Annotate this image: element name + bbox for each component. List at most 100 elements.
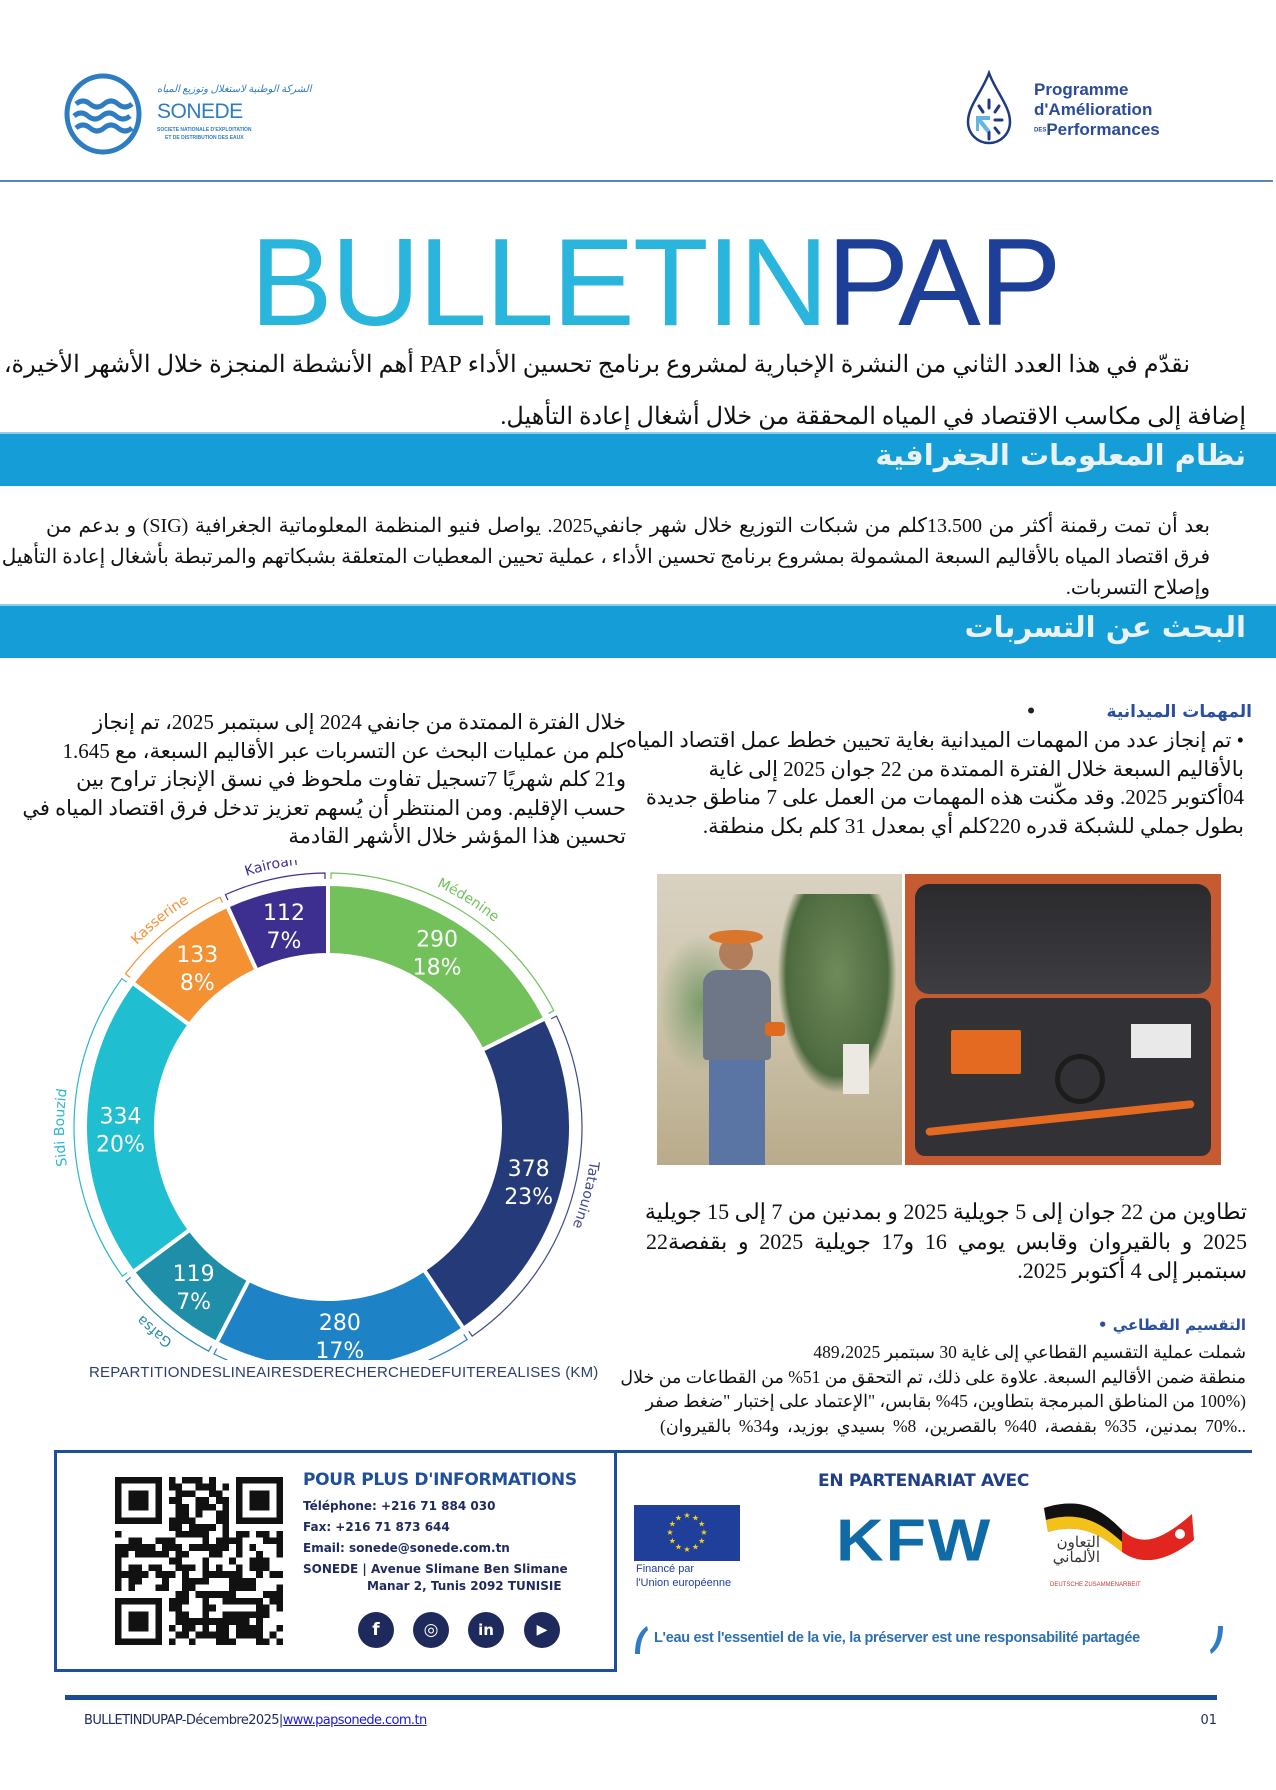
- qr-module: [276, 1537, 283, 1545]
- qr-module: [215, 1497, 223, 1504]
- qr-module: [188, 1477, 196, 1484]
- contact-fax: Fax: +216 71 873 644: [303, 1520, 450, 1534]
- qr-module: [276, 1530, 283, 1538]
- qr-module: [175, 1530, 183, 1538]
- eu-star-icon: ★: [692, 1513, 699, 1522]
- eu-star-icon: ★: [675, 1513, 682, 1522]
- qr-module: [195, 1497, 203, 1504]
- qr-module: [276, 1584, 283, 1592]
- field-missions-line: بالأقاليم السبعة خلال الفترة الممتدة من …: [708, 756, 1244, 781]
- qr-module: [242, 1618, 250, 1625]
- qr-module: [162, 1577, 169, 1585]
- page-title: BULLETINPAP: [250, 218, 1062, 348]
- region-label: Sidi Bouzid: [52, 1087, 71, 1167]
- facebook-icon[interactable]: f: [358, 1612, 394, 1648]
- leak-summary-line: خلال الفترة الممتدة من جانفي 2024 إلى سب…: [93, 710, 626, 734]
- eu-star-icon: ★: [675, 1543, 682, 1552]
- pap-logo: Programme d'Amélioration DESPerformances: [964, 70, 1194, 150]
- qr-module: [262, 1530, 270, 1538]
- qr-module: [148, 1550, 156, 1558]
- qr-module: [209, 1571, 216, 1578]
- youtube-icon[interactable]: ▶: [524, 1612, 560, 1648]
- footer-separator: |: [278, 1713, 283, 1728]
- qr-module: [262, 1611, 270, 1619]
- qr-module: [209, 1524, 216, 1531]
- qr-module: [182, 1564, 189, 1572]
- qr-module: [188, 1584, 196, 1592]
- qr-module: [188, 1490, 196, 1498]
- sectoring-line: شملت عملية التقسيم القطاعي إلى غاية 30 س…: [813, 1342, 1246, 1362]
- qr-module: [276, 1624, 283, 1632]
- section-banner-leaks: البحث عن التسربات: [0, 604, 1276, 658]
- qr-module: [249, 1544, 257, 1551]
- qr-module: [182, 1618, 189, 1625]
- qr-module: [222, 1571, 230, 1578]
- qr-module: [195, 1577, 203, 1585]
- footer-label: BULLETINDUPAP-Décembre2025: [84, 1713, 280, 1728]
- leak-summary-line: و21 كلم شهريًا 7تسجيل تفاوت ملحوظ في نسق…: [76, 767, 626, 791]
- contact-email[interactable]: Email: sonede@sonede.com.tn: [303, 1541, 510, 1555]
- qr-module: [222, 1597, 230, 1605]
- qr-module: [128, 1564, 136, 1572]
- qr-module: [188, 1564, 196, 1572]
- qr-module: [135, 1544, 142, 1551]
- qr-module: [256, 1618, 263, 1625]
- qr-module: [262, 1591, 270, 1598]
- eu-caption: Financé par l'Union européenne: [636, 1562, 731, 1590]
- qr-module: [209, 1550, 216, 1558]
- qr-module: [128, 1611, 149, 1632]
- qr-module: [262, 1537, 270, 1545]
- qr-module: [222, 1618, 230, 1625]
- qr-module: [141, 1550, 149, 1558]
- footer-website-link[interactable]: www.papsonede.com.tn: [282, 1713, 427, 1728]
- qr-module: [229, 1557, 236, 1565]
- qr-module: [229, 1577, 236, 1585]
- qr-module: [269, 1597, 277, 1605]
- qr-module: [269, 1631, 277, 1639]
- qr-module: [276, 1597, 283, 1605]
- title-bulletin: BULLETIN: [250, 214, 829, 352]
- qr-module: [215, 1618, 223, 1625]
- qr-module: [209, 1631, 216, 1639]
- qr-code[interactable]: [114, 1477, 284, 1645]
- qr-module: [262, 1604, 270, 1612]
- field-photo-technician: [657, 874, 902, 1165]
- sonede-arabic-name: الشركة الوطنية لاستغلال وتوزيع المياه: [157, 84, 312, 95]
- qr-module: [269, 1591, 277, 1598]
- qr-module: [202, 1577, 210, 1585]
- field-missions-text: • تم إنجاز عدد من المهمات الميدانية بغاي…: [626, 726, 1244, 840]
- photo-caption: تطاوين من 22 جوان إلى 5 جويلية 2025 و بم…: [645, 1197, 1247, 1286]
- qr-module: [175, 1503, 183, 1511]
- linkedin-icon[interactable]: in: [468, 1612, 504, 1648]
- qr-module: [222, 1530, 230, 1538]
- field-missions-line: بطول جملي للشبكة قدره 220كلم أي بمعدل 31…: [702, 813, 1244, 838]
- qr-module: [175, 1497, 183, 1504]
- qr-module: [229, 1584, 236, 1592]
- qr-module: [222, 1524, 230, 1531]
- sectoring-heading: التقسيم القطاعي •: [1097, 1316, 1246, 1334]
- qr-module: [276, 1604, 283, 1612]
- qr-module: [262, 1638, 270, 1645]
- qr-module: [229, 1591, 236, 1598]
- eu-star-icon: ★: [669, 1520, 676, 1529]
- qr-module: [249, 1490, 270, 1511]
- qr-module: [202, 1503, 210, 1511]
- intro-line-2: إضافة إلى مكاسب الاقتصاد في المياه المحق…: [500, 404, 1246, 430]
- sonede-logo: الشركة الوطنية لاستغلال وتوزيع المياه SO…: [62, 72, 312, 156]
- qr-module: [215, 1550, 223, 1558]
- pap-logo-line2: d'Amélioration: [1034, 100, 1153, 119]
- eu-star-icon: ★: [669, 1537, 676, 1546]
- qr-module: [175, 1631, 183, 1639]
- page-number: 01: [1200, 1713, 1217, 1728]
- qr-module: [188, 1618, 196, 1625]
- qr-module: [222, 1497, 230, 1504]
- sig-line: فرق اقتصاد المياه بالأقاليم السبعة المشم…: [1, 546, 1210, 568]
- instagram-icon[interactable]: ◎: [413, 1612, 449, 1648]
- field-missions-line: • تم إنجاز عدد من المهمات الميدانية بغاي…: [626, 728, 1244, 752]
- region-bracket: [73, 977, 128, 1277]
- qr-module: [162, 1537, 169, 1545]
- region-label: Tataouine: [569, 1159, 602, 1230]
- section-banner-sig: نظام المعلومات الجغرافية: [0, 432, 1276, 486]
- qr-module: [242, 1577, 250, 1585]
- qr-module: [195, 1530, 203, 1538]
